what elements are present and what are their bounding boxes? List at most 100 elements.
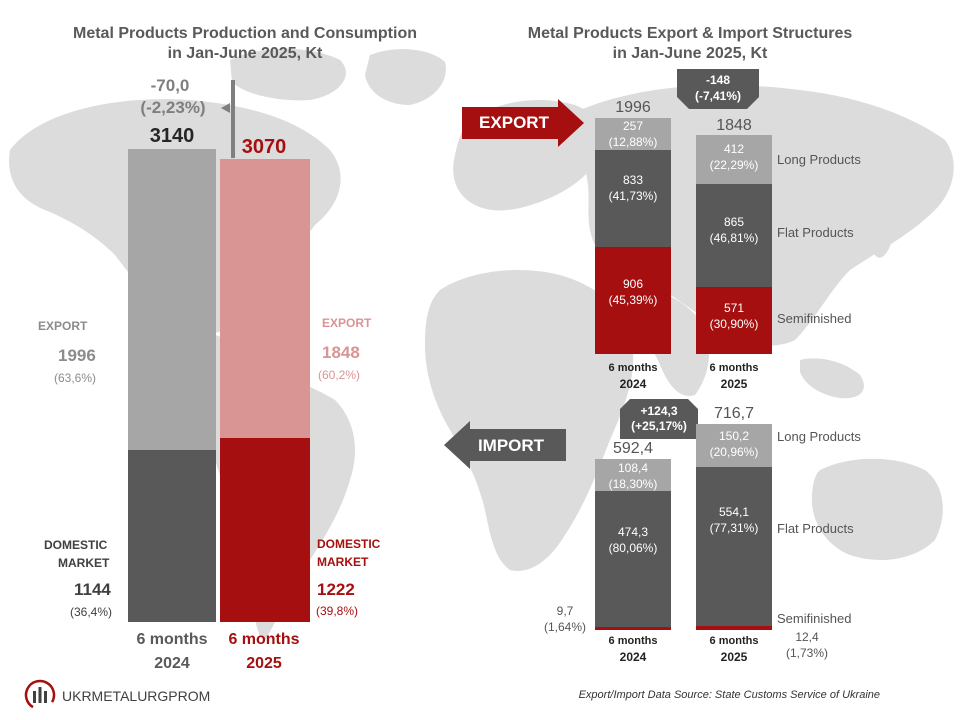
left-change-marker	[221, 80, 235, 158]
import-pct-2024-semi: (1,64%)	[543, 620, 587, 634]
left-category-2025-line1: 6 months	[228, 631, 300, 648]
export-category-2025: 6 months 2025	[696, 360, 772, 392]
export-category-2024: 6 months 2024	[595, 360, 671, 392]
export-value-2025-flat: 865	[723, 215, 745, 229]
left-change-value: -70,0	[150, 76, 190, 95]
export-total-2024: 1996	[615, 99, 651, 116]
import-category-2024-line1: 6 months	[608, 635, 658, 647]
export-change-pct: (-7,41%)	[694, 89, 741, 103]
export-bar-2024-long	[595, 118, 671, 150]
export-change-callout	[677, 69, 759, 109]
export-bar-2025-flat	[696, 184, 772, 287]
import-series-semi: Semifinished	[777, 611, 852, 626]
export-category-2025-line1: 6 months	[709, 362, 759, 374]
left-category-2024: 6 months 2024	[120, 628, 224, 676]
import-bar-2025-long	[696, 424, 772, 467]
import-change-callout	[620, 399, 698, 439]
import-category-2025-line2: 2025	[720, 650, 748, 664]
import-series-flat: Flat Products	[777, 521, 854, 536]
export-label-2024-flat: 833 (41,73%)	[595, 172, 671, 204]
export-series-semi: Semifinished	[777, 311, 852, 326]
import-category-2024-line2: 2024	[619, 650, 647, 664]
import-category-2025-line1: 6 months	[709, 635, 759, 647]
export-pct-2025-flat: (46,81%)	[709, 231, 759, 245]
import-pct-2024-long: (18,30%)	[608, 477, 658, 491]
import-label-2025-flat: 554,1 (77,31%)	[696, 504, 772, 536]
import-bar-2024-flat	[595, 491, 671, 627]
import-pct-2025-long: (20,96%)	[709, 445, 759, 459]
left-category-2025-line2: 2025	[246, 655, 282, 672]
left-category-2024-line1: 6 months	[136, 631, 208, 648]
import-value-2025-flat: 554,1	[718, 505, 750, 519]
left-export-pct-2025: (60,2%)	[318, 368, 361, 382]
export-value-2025-semi: 571	[723, 301, 745, 315]
left-chart-title: Metal Products Production and Consumptio…	[40, 24, 450, 64]
left-bar-2024-domestic	[128, 450, 216, 622]
export-bar-2025-long	[696, 135, 772, 184]
import-change-pct: (+25,17%)	[631, 419, 687, 433]
export-change-value: -148	[705, 73, 731, 87]
export-pct-2024-flat: (41,73%)	[608, 189, 658, 203]
left-domestic-value-2025: 1222	[317, 580, 355, 599]
export-label-2025-flat: 865 (46,81%)	[696, 214, 772, 246]
left-domestic-label-2024-line2: MARKET	[58, 556, 110, 570]
left-title-line1: Metal Products Production and Consumptio…	[73, 25, 417, 42]
import-value-2025-long: 150,2	[718, 429, 750, 443]
left-domestic-label-2025-line1: DOMESTIC	[317, 537, 381, 551]
right-title-line1: Metal Products Export & Import Structure…	[527, 25, 853, 42]
export-value-2024-flat: 833	[622, 173, 644, 187]
export-category-2025-line2: 2025	[720, 377, 748, 391]
import-bar-2025-flat	[696, 467, 772, 626]
import-value-2025-semi: 12,4	[795, 630, 819, 644]
export-pct-2025-long: (22,29%)	[709, 158, 759, 172]
import-category-2024: 6 months 2024	[595, 633, 671, 665]
left-export-value-2024: 1996	[58, 346, 96, 365]
export-label-2025-long: 412 (22,29%)	[696, 141, 772, 173]
import-arrow-label: IMPORT	[477, 436, 545, 455]
import-value-2024-flat: 474,3	[617, 525, 649, 539]
right-chart-title: Metal Products Export & Import Structure…	[480, 24, 900, 64]
import-category-2025: 6 months 2025	[696, 633, 772, 665]
import-change-value: +124,3	[640, 404, 678, 418]
export-value-2024-long: 257	[622, 119, 644, 133]
import-label-2025-semi: 12,4 (1,73%)	[779, 629, 835, 661]
left-domestic-pct-2025: (39,8%)	[316, 604, 359, 618]
left-domestic-pct-2024: (36,4%)	[70, 605, 113, 619]
left-total-2025: 3070	[241, 136, 287, 158]
export-pct-2024-semi: (45,39%)	[608, 293, 658, 307]
data-source-note: Export/Import Data Source: State Customs…	[578, 689, 880, 701]
export-label-2024-semi: 906 (45,39%)	[595, 276, 671, 308]
left-bar-2024-export	[128, 149, 216, 450]
left-bar-2025-export	[220, 159, 310, 438]
left-change-pct: (-2,23%)	[140, 98, 206, 117]
import-total-2024: 592,4	[612, 440, 654, 457]
left-export-label-2025: EXPORT	[322, 316, 372, 330]
left-bar-2025-domestic	[220, 438, 310, 622]
export-total-2025: 1848	[716, 117, 752, 134]
import-label-2024-long: 108,4 (18,30%)	[595, 460, 671, 492]
export-series-long: Long Products	[777, 152, 861, 167]
import-label-2025-long: 150,2 (20,96%)	[696, 428, 772, 460]
export-arrow	[462, 99, 584, 147]
import-value-2024-long: 108,4	[617, 461, 649, 475]
import-bar-2024-semi	[595, 627, 671, 630]
import-arrow	[444, 421, 566, 469]
export-label-2025-semi: 571 (30,90%)	[696, 300, 772, 332]
left-export-label-2024: EXPORT	[38, 319, 88, 333]
export-bar-2024-semi	[595, 247, 671, 354]
export-value-2025-long: 412	[723, 142, 745, 156]
export-series-flat: Flat Products	[777, 225, 854, 240]
export-value-2024-semi: 906	[622, 277, 644, 291]
export-pct-2025-semi: (30,90%)	[709, 317, 759, 331]
left-domestic-label-2025-line2: MARKET	[317, 555, 369, 569]
import-pct-2024-flat: (80,06%)	[608, 541, 658, 555]
export-category-2024-line1: 6 months	[608, 362, 658, 374]
left-export-value-2025: 1848	[322, 343, 360, 362]
import-value-2024-semi: 9,7	[556, 604, 574, 618]
right-title-line2: in Jan-June 2025, Kt	[612, 45, 768, 62]
import-label-2024-flat: 474,3 (80,06%)	[595, 524, 671, 556]
import-series-long: Long Products	[777, 429, 861, 444]
left-total-2024: 3140	[149, 125, 195, 147]
import-pct-2025-semi: (1,73%)	[785, 646, 829, 660]
left-title-line2: in Jan-June 2025, Kt	[167, 45, 323, 62]
